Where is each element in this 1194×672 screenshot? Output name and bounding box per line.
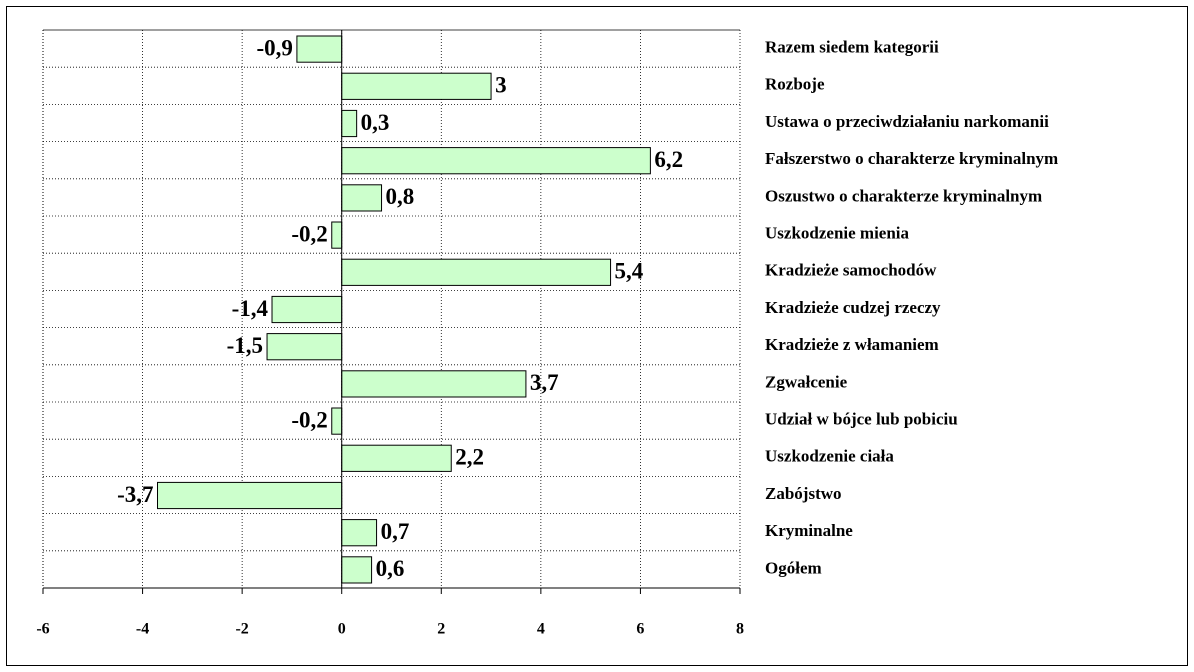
bar	[271, 295, 343, 324]
category-label: Kradzieże samochodów	[765, 261, 937, 280]
x-tick-label: 2	[437, 621, 445, 638]
category-label: Zabójstwo	[765, 484, 842, 503]
data-label: 0,7	[381, 519, 410, 544]
data-label: 3	[495, 73, 507, 98]
data-label: -1,5	[227, 333, 263, 358]
bar	[331, 407, 343, 435]
bar	[341, 444, 452, 472]
x-tick-label: 8	[736, 621, 744, 638]
category-label: Zgwałcenie	[765, 372, 848, 391]
category-label: Fałszerstwo o charakterze kryminalnym	[765, 149, 1058, 168]
data-label: 0,6	[376, 556, 405, 581]
data-label: 2,2	[455, 445, 484, 470]
data-label: 6,2	[654, 147, 683, 172]
bar	[341, 72, 492, 100]
data-label: 0,8	[386, 184, 415, 209]
category-label: Oszustwo o charakterze kryminalnym	[765, 186, 1042, 205]
data-label: 5,4	[615, 259, 644, 284]
bar	[331, 221, 343, 249]
x-tick-label: 0	[338, 621, 346, 638]
bar	[266, 333, 343, 361]
bar	[341, 370, 527, 398]
data-label: 0,3	[361, 110, 390, 135]
data-label: -3,7	[117, 482, 153, 507]
bar	[341, 258, 612, 286]
x-tick-label: -6	[36, 621, 49, 638]
x-tick-label: -2	[235, 621, 248, 638]
category-label: Uszkodzenie ciała	[765, 447, 894, 466]
bar	[157, 481, 343, 510]
x-tick-label: 6	[636, 621, 644, 638]
bar	[341, 519, 378, 547]
data-label: -1,4	[232, 296, 269, 321]
category-label: Rozboje	[765, 75, 825, 94]
bar	[341, 109, 358, 138]
x-tick-label: 4	[537, 621, 545, 638]
bar	[341, 184, 383, 212]
category-label: Razem siedem kategorii	[765, 38, 939, 57]
bar	[296, 35, 343, 63]
data-label: 3,7	[530, 370, 559, 395]
bar	[341, 147, 651, 175]
category-label: Kradzieże z włamaniem	[765, 335, 939, 354]
data-label: -0,2	[291, 221, 327, 246]
bar	[341, 556, 373, 584]
category-label: Udział w bójce lub pobiciu	[765, 410, 958, 429]
chart-frame	[6, 6, 1188, 666]
category-label: Kradzieże cudzej rzeczy	[765, 298, 941, 317]
data-label: -0,9	[256, 35, 292, 60]
data-label: -0,2	[291, 407, 327, 432]
category-label: Ustawa o przeciwdziałaniu narkomanii	[765, 112, 1049, 131]
category-label: Uszkodzenie mienia	[765, 224, 910, 243]
category-label: Ogółem	[765, 558, 822, 577]
category-label: Kryminalne	[765, 521, 853, 540]
x-tick-label: -4	[136, 621, 149, 638]
